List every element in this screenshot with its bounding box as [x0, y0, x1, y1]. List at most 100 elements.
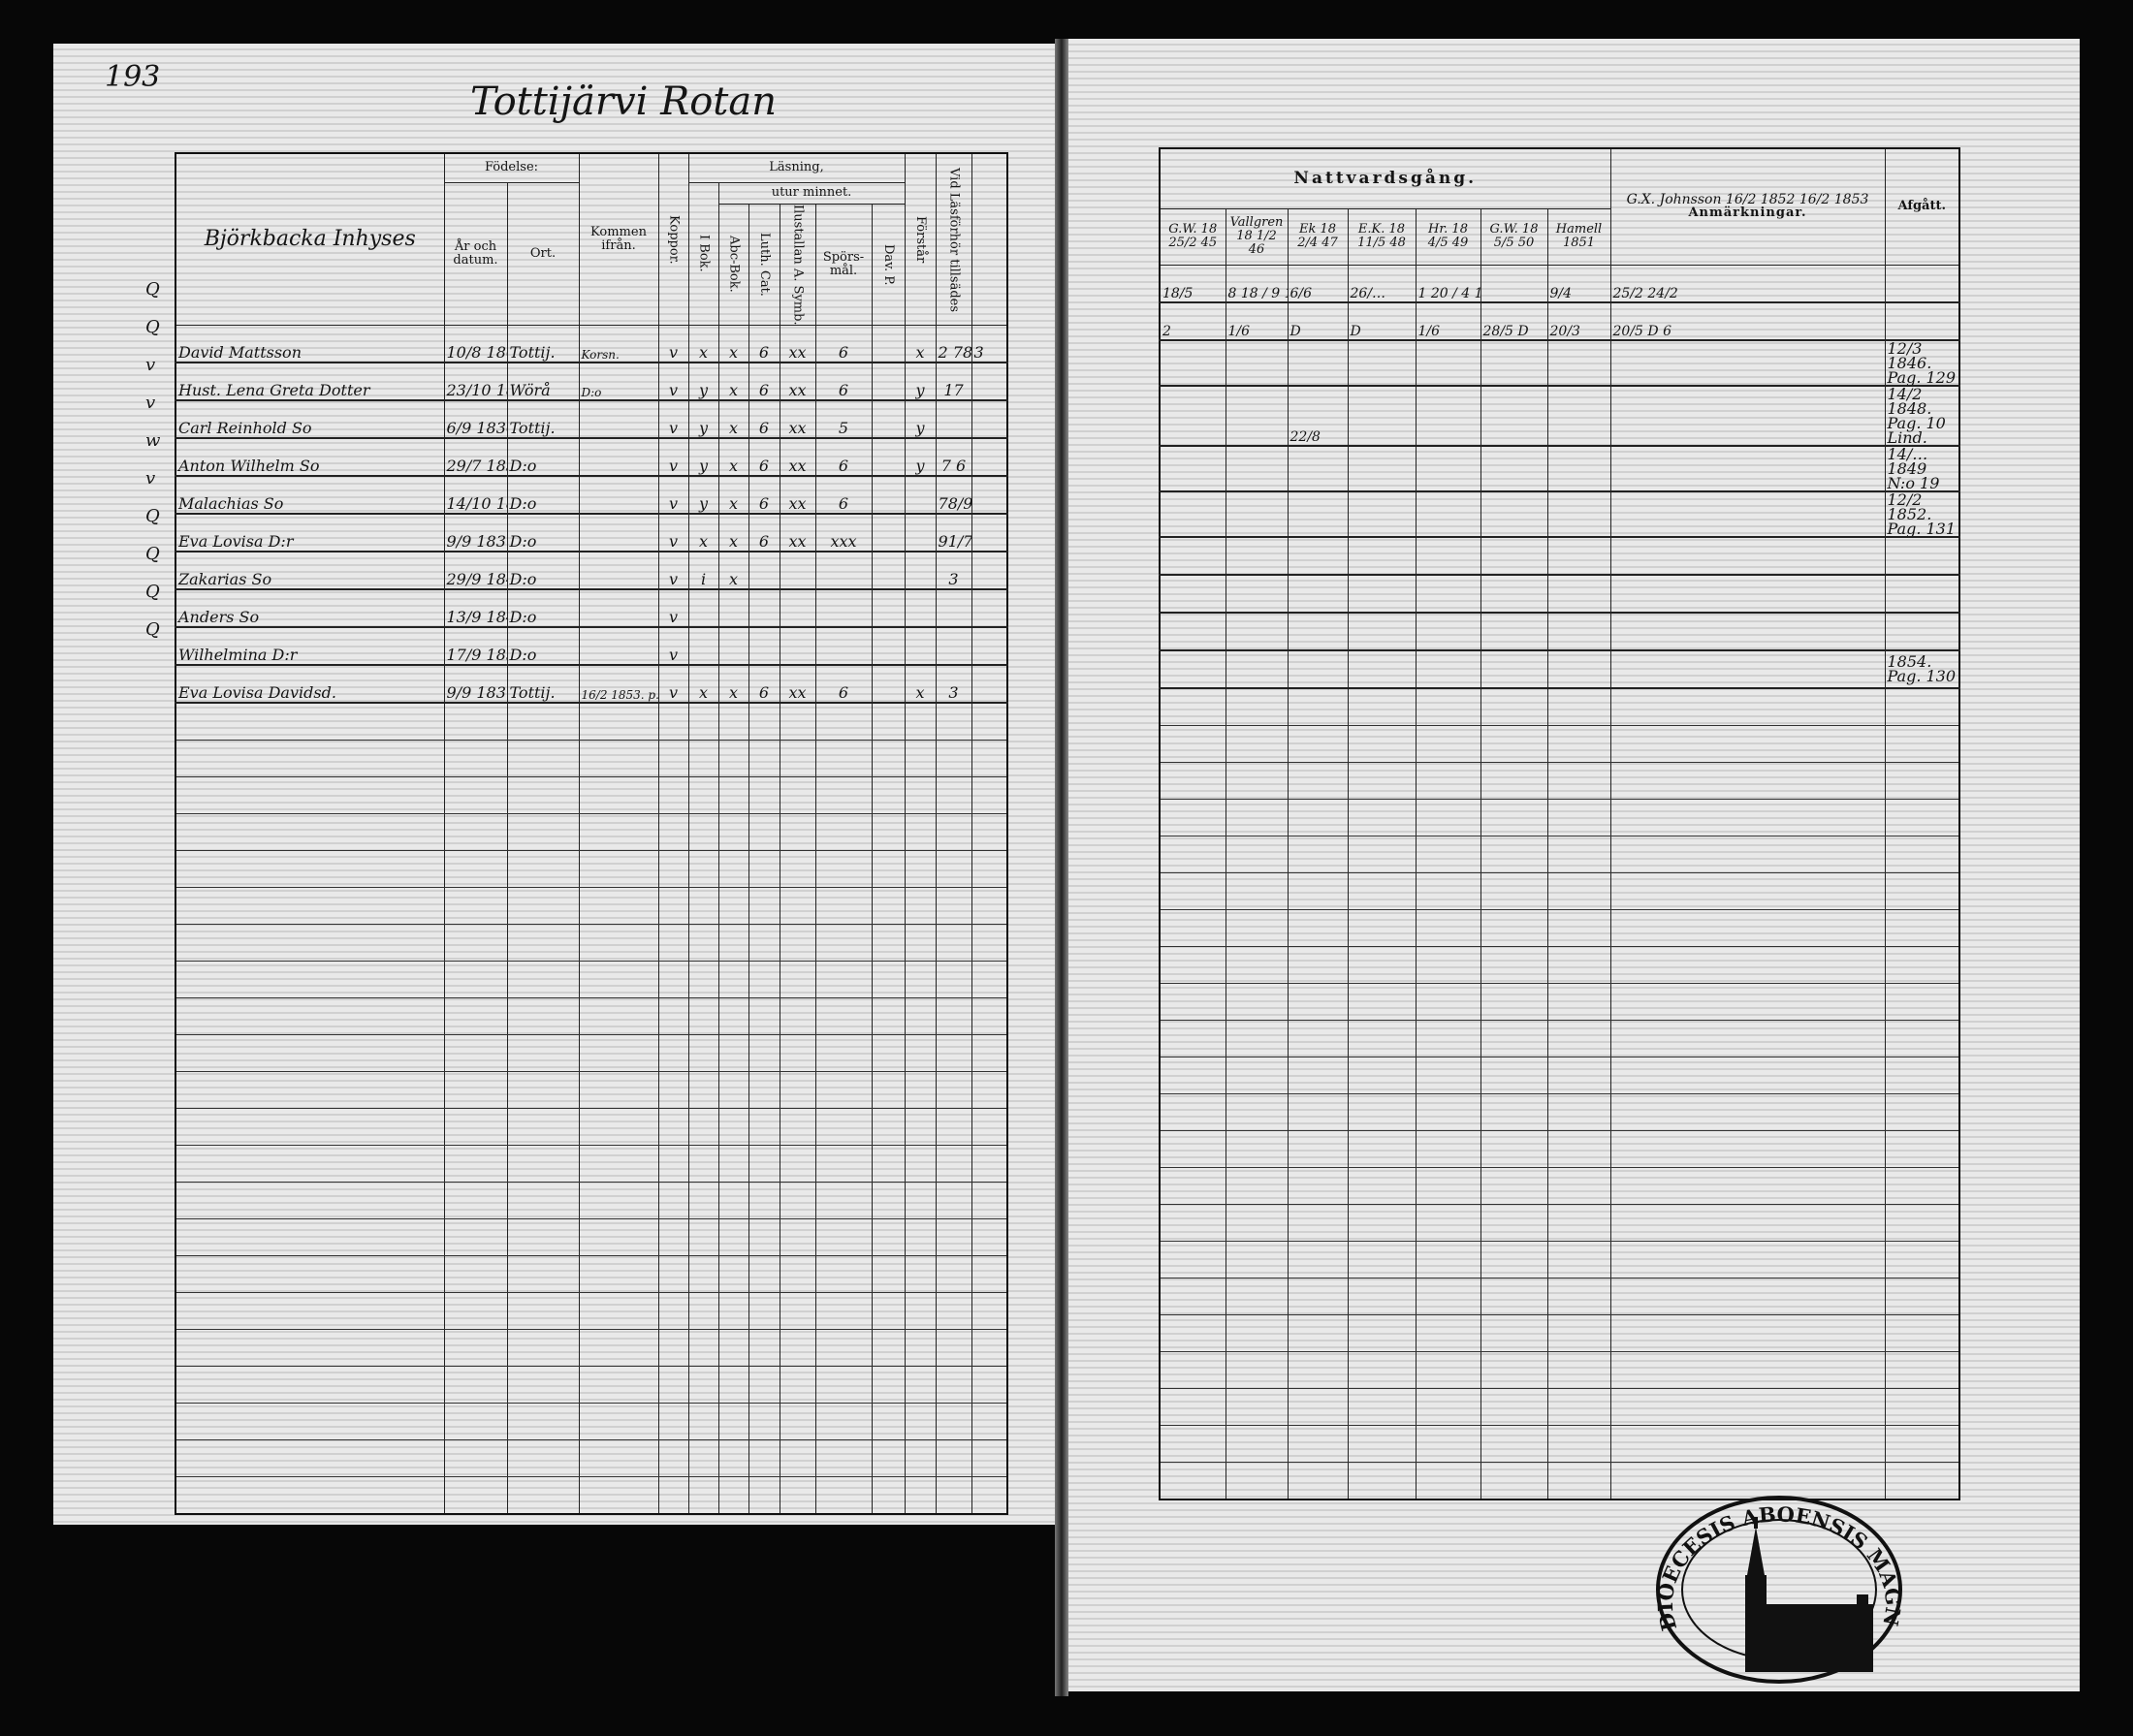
blank-cell: [871, 1439, 906, 1478]
cell-abc-bok: x: [717, 363, 749, 402]
cell-dav-p: [871, 627, 906, 667]
blank-cell: [779, 1292, 816, 1331]
blank-cell: [1609, 1351, 1886, 1389]
nattvardsgang-heading: Nattvardsgång.: [1159, 147, 1611, 209]
blank-cell: [1546, 725, 1611, 763]
cell-birth-date: 14/10 1834: [443, 476, 508, 516]
blank-cell: [779, 703, 816, 742]
blank-cell: [1884, 1241, 1960, 1278]
cell-afgatt: [1884, 301, 1960, 341]
blank-cell: [904, 703, 937, 742]
blank-cell: [1347, 725, 1417, 763]
blank-cell: [506, 1034, 580, 1073]
blank-cell: [814, 850, 873, 889]
cell-forstar: y: [904, 438, 937, 478]
blank-cell: [578, 703, 659, 742]
blank-cell: [1159, 1278, 1226, 1315]
cell-communion: [1159, 536, 1226, 576]
blank-row: [1159, 1314, 1960, 1352]
blank-cell: [506, 1403, 580, 1441]
communion-year-heading: E.K. 18 11/5 48: [1347, 207, 1417, 266]
cell-birth-place: D:o: [506, 589, 580, 629]
blank-cell: [871, 813, 906, 852]
blank-cell: [1415, 983, 1481, 1021]
blank-cell: [687, 703, 719, 742]
blank-cell: [657, 740, 689, 778]
blank-cell: [657, 1182, 689, 1220]
blank-cell: [1546, 1425, 1611, 1463]
blank-cell: [1287, 1167, 1349, 1205]
blank-cell: [1287, 799, 1349, 836]
row-mark: Q: [145, 582, 160, 602]
blank-cell: [443, 850, 508, 889]
cell-lastorhor: 3: [935, 665, 972, 705]
blank-cell: [443, 813, 508, 852]
blank-cell: [717, 776, 749, 815]
blank-cell: [717, 1439, 749, 1478]
blank-cell: [717, 703, 749, 742]
blank-cell: [1287, 1351, 1349, 1389]
blank-cell: [687, 1476, 719, 1515]
blank-cell: [1480, 872, 1548, 910]
blank-cell: [1287, 1278, 1349, 1315]
blank-cell: [717, 1145, 749, 1184]
blank-cell: [175, 1255, 445, 1294]
cell-communion: [1287, 612, 1349, 651]
cell-communion: [1415, 490, 1481, 538]
blank-row: [1159, 1204, 1960, 1242]
cell-i-bok: i: [687, 552, 719, 591]
cell-extra: [971, 514, 1008, 553]
cell-communion: [1159, 339, 1226, 387]
cell-communion: [1159, 574, 1226, 614]
blank-cell: [971, 703, 1008, 742]
blank-cell: [1884, 1167, 1960, 1205]
cell-name: Anders So: [175, 589, 445, 629]
blank-cell: [935, 1108, 972, 1147]
blank-cell: [657, 1292, 689, 1331]
blank-cell: [1225, 872, 1289, 910]
blank-cell: [175, 887, 445, 926]
blank-row: [1159, 1462, 1960, 1499]
blank-cell: [1415, 1020, 1481, 1057]
blank-row: [1159, 1093, 1960, 1131]
blank-cell: [1415, 946, 1481, 984]
blank-cell: [578, 1292, 659, 1331]
blank-cell: [1347, 909, 1417, 947]
blank-cell: [443, 924, 508, 963]
cell-communion: 8 18 / 9 10: [1225, 265, 1289, 303]
blank-cell: [1347, 872, 1417, 910]
cell-forstar: [904, 552, 937, 591]
blank-cell: [1287, 872, 1349, 910]
cell-name: Wilhelmina D:r: [175, 627, 445, 667]
blank-cell: [506, 1476, 580, 1515]
blank-cell: [871, 961, 906, 999]
blank-cell: [1225, 1388, 1289, 1426]
blank-cell: [935, 924, 972, 963]
blank-cell: [871, 1108, 906, 1147]
blank-cell: [1609, 1204, 1886, 1242]
blank-cell: [871, 1145, 906, 1184]
cell-afgatt: [1884, 265, 1960, 303]
cell-communion: [1159, 612, 1226, 651]
cell-communion: 9/4: [1546, 265, 1611, 303]
blank-cell: [814, 1071, 873, 1110]
blank-cell: [779, 1071, 816, 1110]
blank-cell: [971, 961, 1008, 999]
blank-cell: [1159, 799, 1226, 836]
blank-cell: [814, 1108, 873, 1147]
blank-cell: [717, 997, 749, 1036]
blank-cell: [871, 740, 906, 778]
blank-cell: [1609, 1314, 1886, 1352]
blank-cell: [935, 703, 972, 742]
table-row: 1854. Pag. 130: [1159, 649, 1960, 689]
blank-cell: [935, 1145, 972, 1184]
blank-cell: [1546, 762, 1611, 800]
blank-cell: [687, 1255, 719, 1294]
blank-cell: [935, 997, 972, 1036]
blank-cell: [904, 1182, 937, 1220]
blank-cell: [687, 997, 719, 1036]
cell-came-from: [578, 514, 659, 553]
blank-cell: [1415, 1241, 1481, 1278]
blank-cell: [1287, 983, 1349, 1021]
blank-row: [175, 813, 1008, 852]
